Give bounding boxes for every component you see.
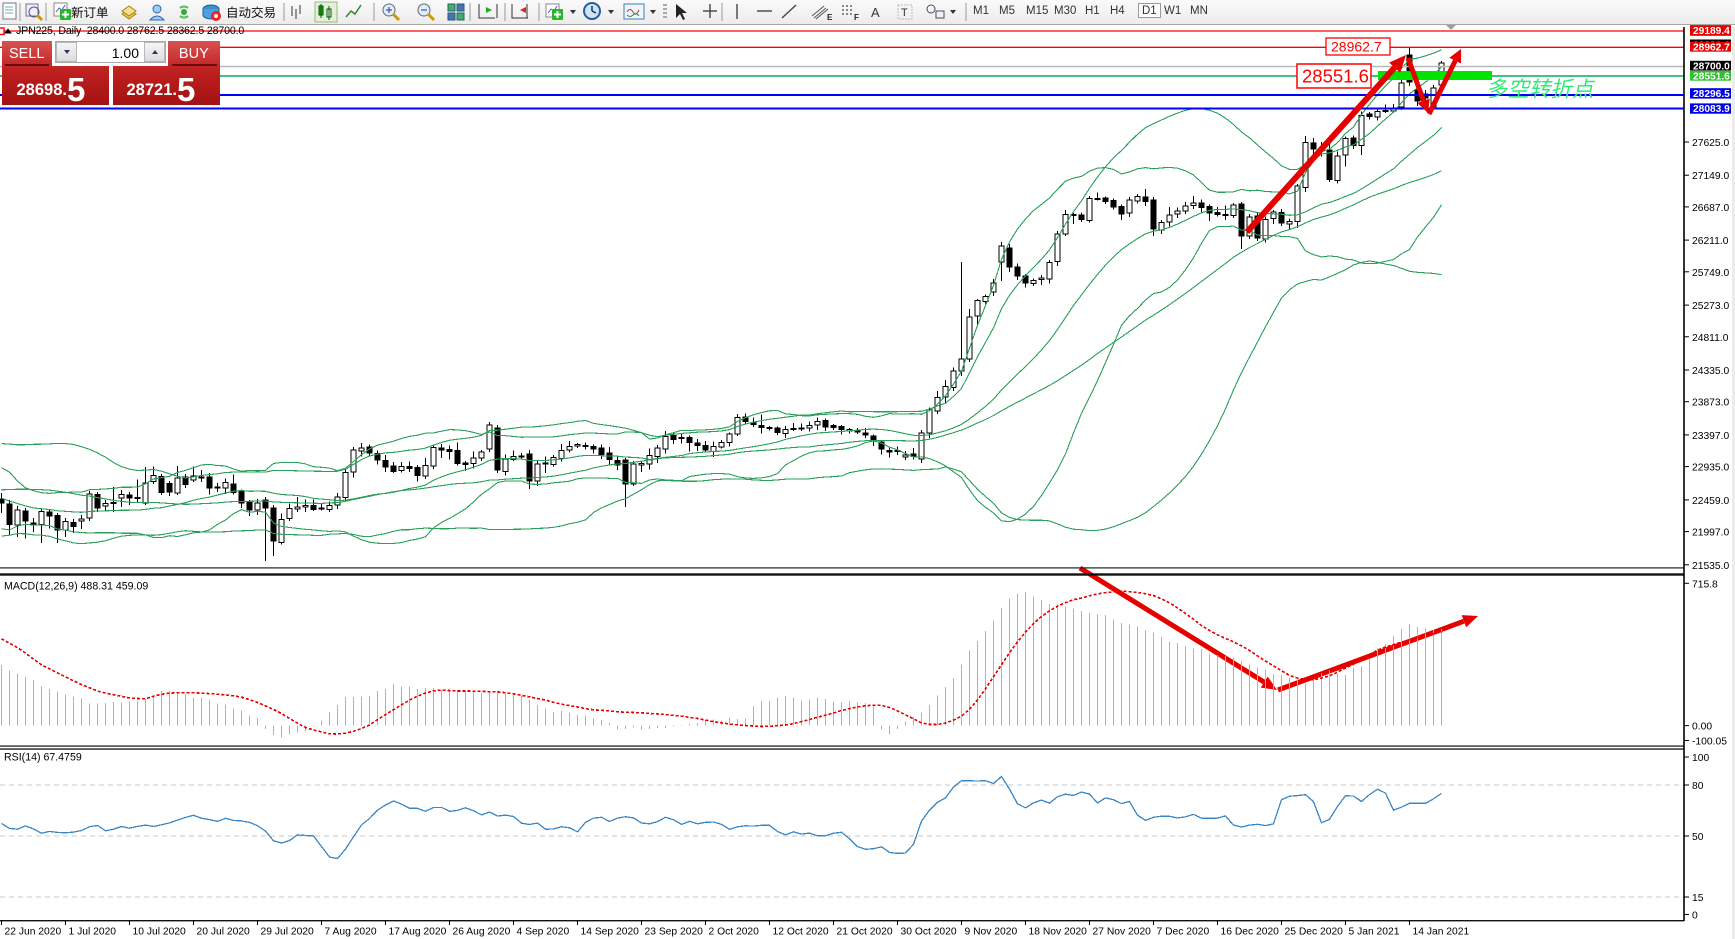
svg-text:27 Nov 2020: 27 Nov 2020 xyxy=(1093,927,1152,938)
svg-text:16 Dec 2020: 16 Dec 2020 xyxy=(1221,927,1280,938)
svg-text:12 Oct 2020: 12 Oct 2020 xyxy=(773,927,829,938)
svg-text:50: 50 xyxy=(1692,832,1704,843)
svg-text:0.00: 0.00 xyxy=(1692,722,1712,733)
svg-text:26 Aug 2020: 26 Aug 2020 xyxy=(453,927,511,938)
svg-text:15: 15 xyxy=(1692,893,1704,904)
svg-text:26211.0: 26211.0 xyxy=(1692,236,1729,247)
svg-text:23873.0: 23873.0 xyxy=(1692,398,1729,409)
svg-text:30 Oct 2020: 30 Oct 2020 xyxy=(901,927,957,938)
svg-text:28083.9: 28083.9 xyxy=(1693,104,1730,115)
svg-text:E: E xyxy=(827,13,833,22)
svg-text:14 Sep 2020: 14 Sep 2020 xyxy=(581,927,640,938)
svg-text:24811.0: 24811.0 xyxy=(1692,333,1729,344)
svg-text:715.8: 715.8 xyxy=(1692,579,1718,590)
svg-text:23 Sep 2020: 23 Sep 2020 xyxy=(645,927,704,938)
svg-text:A: A xyxy=(871,5,880,20)
svg-text:21535.0: 21535.0 xyxy=(1692,561,1729,572)
svg-text:100: 100 xyxy=(1692,753,1709,764)
svg-text:18 Nov 2020: 18 Nov 2020 xyxy=(1029,927,1088,938)
svg-text:7 Aug 2020: 7 Aug 2020 xyxy=(325,927,377,938)
svg-text:-100.05: -100.05 xyxy=(1692,737,1727,748)
svg-text:2 Oct 2020: 2 Oct 2020 xyxy=(709,927,760,938)
svg-text:29 Jul 2020: 29 Jul 2020 xyxy=(261,927,315,938)
svg-text:25 Dec 2020: 25 Dec 2020 xyxy=(1285,927,1344,938)
svg-text:9 Nov 2020: 9 Nov 2020 xyxy=(965,927,1018,938)
svg-text:27149.0: 27149.0 xyxy=(1692,171,1729,182)
svg-text:RSI(14) 67.4759: RSI(14) 67.4759 xyxy=(4,752,82,764)
svg-text:28700.0: 28700.0 xyxy=(1693,61,1730,72)
svg-text:4 Sep 2020: 4 Sep 2020 xyxy=(517,927,570,938)
svg-text:F: F xyxy=(854,13,859,22)
svg-text:14 Jan 2021: 14 Jan 2021 xyxy=(1413,927,1470,938)
svg-text:22459.0: 22459.0 xyxy=(1692,496,1729,507)
svg-text:80: 80 xyxy=(1692,781,1704,792)
svg-text:7 Dec 2020: 7 Dec 2020 xyxy=(1157,927,1210,938)
svg-text:23397.0: 23397.0 xyxy=(1692,431,1729,442)
svg-text:21997.0: 21997.0 xyxy=(1692,528,1729,539)
svg-text:28962.7: 28962.7 xyxy=(1693,42,1730,53)
svg-text:28551.6: 28551.6 xyxy=(1693,71,1730,82)
svg-text:1 Jul 2020: 1 Jul 2020 xyxy=(69,927,117,938)
svg-text:25273.0: 25273.0 xyxy=(1692,301,1729,312)
svg-text:28551.6: 28551.6 xyxy=(1302,66,1369,87)
svg-text:22 Jun 2020: 22 Jun 2020 xyxy=(5,927,62,938)
svg-text:MACD(12,26,9) 488.31 459.09: MACD(12,26,9) 488.31 459.09 xyxy=(4,581,148,593)
svg-text:29189.4: 29189.4 xyxy=(1693,26,1730,37)
svg-text:0: 0 xyxy=(1692,911,1698,922)
svg-text:17 Aug 2020: 17 Aug 2020 xyxy=(389,927,447,938)
svg-text:T: T xyxy=(901,7,908,19)
svg-text:26687.0: 26687.0 xyxy=(1692,203,1729,214)
svg-text:10 Jul 2020: 10 Jul 2020 xyxy=(133,927,187,938)
svg-text:27625.0: 27625.0 xyxy=(1692,138,1729,149)
svg-text:24335.0: 24335.0 xyxy=(1692,366,1729,377)
svg-text:20 Jul 2020: 20 Jul 2020 xyxy=(197,927,251,938)
svg-text:28296.5: 28296.5 xyxy=(1693,89,1730,100)
svg-text:28962.7: 28962.7 xyxy=(1331,39,1382,55)
svg-text:25749.0: 25749.0 xyxy=(1692,268,1729,279)
svg-text:22935.0: 22935.0 xyxy=(1692,463,1729,474)
svg-text:5 Jan 2021: 5 Jan 2021 xyxy=(1349,927,1400,938)
svg-text:21 Oct 2020: 21 Oct 2020 xyxy=(837,927,893,938)
